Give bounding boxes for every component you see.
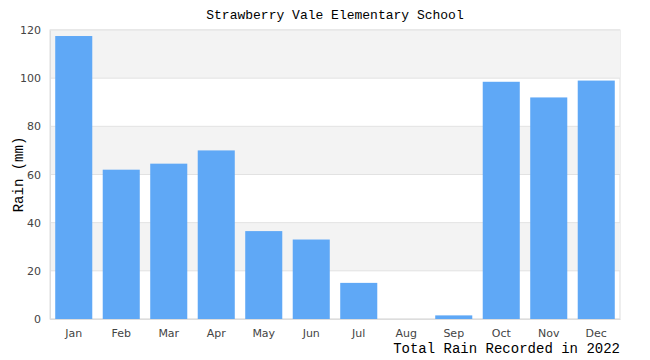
- tick: Jul: [351, 319, 365, 340]
- tick: Dec: [586, 319, 607, 340]
- tick-label: 120: [20, 24, 41, 37]
- tick-label: 0: [34, 313, 41, 326]
- bar: [340, 283, 377, 319]
- tick-label: Apr: [207, 327, 227, 340]
- grid-band: [50, 30, 620, 78]
- grid-line: [50, 30, 620, 31]
- tick: Nov: [538, 319, 560, 340]
- tick-label: Aug: [396, 327, 417, 340]
- bars: [55, 36, 615, 319]
- tick-label: May: [252, 327, 275, 340]
- tick-label: Nov: [538, 327, 560, 340]
- tick-label: Mar: [158, 327, 179, 340]
- bar: [578, 81, 615, 319]
- tick: Jan: [64, 319, 82, 340]
- tick: Apr: [207, 319, 227, 340]
- tick-label: 20: [27, 265, 41, 278]
- tick-label: Sep: [443, 327, 464, 340]
- tick: Jun: [302, 319, 320, 340]
- bar: [388, 319, 425, 320]
- tick: Feb: [112, 319, 131, 340]
- tick-label: Dec: [586, 327, 607, 340]
- bar: [245, 231, 282, 319]
- bar: [435, 315, 472, 319]
- tick: Aug: [396, 319, 417, 340]
- bar: [530, 97, 567, 319]
- grid: [50, 30, 620, 319]
- bar: [55, 36, 92, 319]
- bar: [103, 170, 140, 319]
- tick: Sep: [443, 319, 464, 340]
- tick-label: Jun: [302, 327, 320, 340]
- bar: [483, 82, 520, 319]
- plot-frame: [50, 30, 620, 319]
- y-axis-title: Rain (mm): [11, 137, 27, 213]
- x-axis-title: Total Rain Recorded in 2022: [393, 341, 620, 357]
- tick-label: Feb: [112, 327, 131, 340]
- tick: 100: [20, 72, 50, 85]
- tick-label: 60: [27, 169, 41, 182]
- grid-line: [50, 78, 620, 79]
- tick-label: 80: [27, 120, 41, 133]
- tick: Oct: [492, 319, 512, 340]
- axis-line: [51, 319, 621, 320]
- tick: Mar: [158, 319, 179, 340]
- bar: [293, 240, 330, 319]
- tick-label: 100: [20, 72, 41, 85]
- tick-label: Jul: [351, 327, 365, 340]
- chart: 0 20 40 60 80 100 120 Jan Feb Mar Apr May Jun Jul Aug S…: [0, 0, 650, 360]
- tick: 20: [27, 265, 50, 278]
- tick-label: 40: [27, 217, 41, 230]
- tick: 60: [27, 169, 50, 182]
- axis-line: [50, 31, 51, 320]
- tick-label: Oct: [492, 327, 512, 340]
- bar: [198, 150, 235, 319]
- bar: [150, 164, 187, 319]
- tick: 40: [27, 217, 50, 230]
- title: Strawberry Vale Elementary School: [206, 8, 464, 23]
- tick: May: [252, 319, 275, 340]
- tick: 80: [27, 120, 50, 133]
- x-axis: Jan Feb Mar Apr May Jun Jul Aug Sep Oct Nov Dec: [51, 319, 621, 340]
- tick: 0: [34, 313, 50, 326]
- tick: 120: [20, 24, 50, 37]
- tick-label: Jan: [64, 327, 82, 340]
